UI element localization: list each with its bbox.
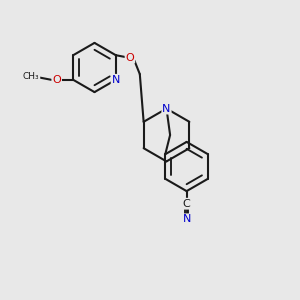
Text: N: N	[182, 214, 191, 224]
Text: O: O	[52, 75, 61, 85]
Text: O: O	[125, 52, 134, 63]
Text: C: C	[183, 199, 190, 209]
Text: N: N	[162, 103, 171, 114]
Text: CH₃: CH₃	[23, 72, 40, 81]
Text: N: N	[112, 75, 120, 85]
